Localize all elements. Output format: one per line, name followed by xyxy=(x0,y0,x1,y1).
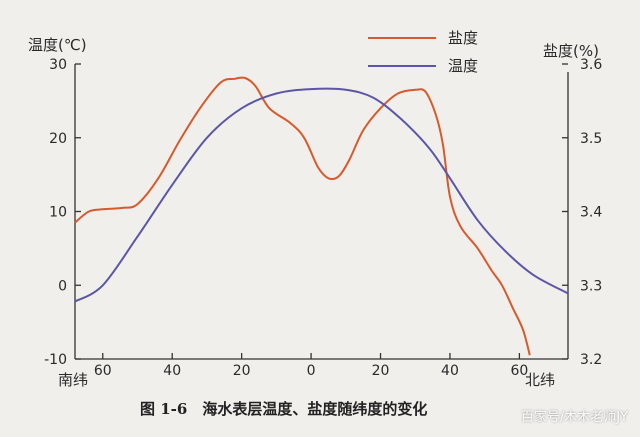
y-left-axis-title: 温度(℃) xyxy=(28,36,87,54)
y-left-tick-label: 10 xyxy=(49,205,67,221)
x-tick-label: 40 xyxy=(163,363,181,379)
watermark: 百家号/木木老师JY xyxy=(520,410,628,425)
y-right-tick-label: 3.2 xyxy=(580,352,602,368)
y-right-tick-label: 3.5 xyxy=(580,131,602,147)
x-tick-label: 40 xyxy=(441,363,459,379)
y-left-tick-label: -10 xyxy=(44,352,67,368)
salinity-series-line xyxy=(74,76,531,356)
x-tick-label: 0 xyxy=(307,363,316,379)
y-right-tick-label: 3.6 xyxy=(580,57,602,73)
chart-caption: 图 1-6 海水表层温度、盐度随纬度的变化 xyxy=(140,400,428,418)
y-left-tick-label: 0 xyxy=(58,278,67,294)
x-tick-label: 60 xyxy=(94,363,112,379)
y-right-axis-title: 盐度(%) xyxy=(543,42,599,60)
y-left-tick-label: 30 xyxy=(49,57,67,73)
x-tick-label: 60 xyxy=(510,363,528,379)
y-left-tick-label: 20 xyxy=(49,131,67,147)
x-axis-right-label: 北纬 xyxy=(525,371,555,389)
legend-label: 温度 xyxy=(448,57,478,75)
x-tick-label: 20 xyxy=(233,363,251,379)
temperature-series-line xyxy=(74,87,569,303)
y-right-tick-label: 3.3 xyxy=(580,278,602,294)
y-right-tick-label: 3.4 xyxy=(580,205,602,221)
x-axis-left-label: 南纬 xyxy=(58,371,88,389)
legend-label: 盐度 xyxy=(448,29,478,47)
x-tick-label: 20 xyxy=(372,363,390,379)
